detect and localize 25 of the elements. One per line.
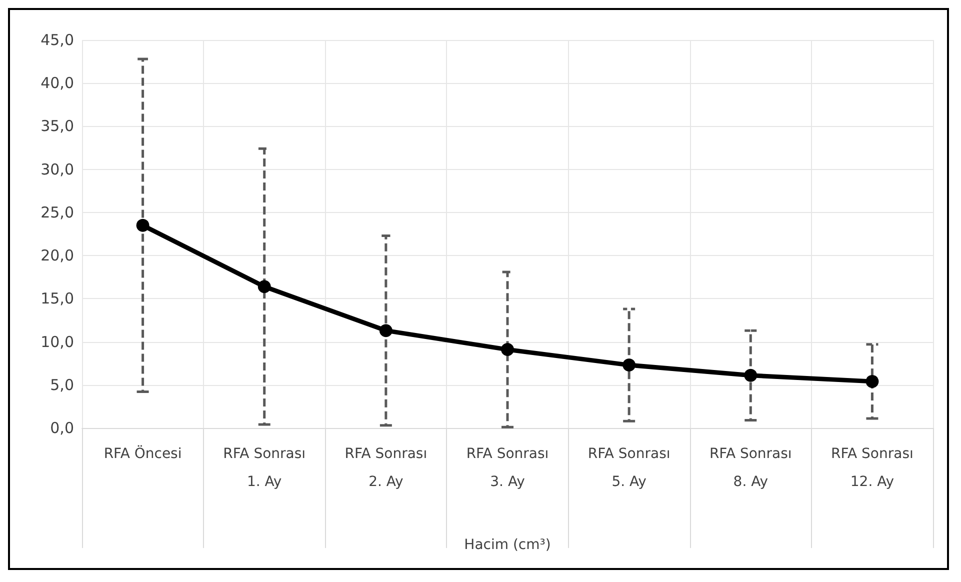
y-tick-label: 45,0 — [40, 31, 74, 49]
point — [866, 374, 879, 388]
point — [744, 368, 758, 382]
x-tick-label: RFA Sonrası 3. Ay — [466, 446, 549, 490]
x-tick-label: RFA Sonrası 1. Ay — [223, 446, 306, 490]
x-tick-label: RFA Sonrası 2. Ay — [344, 446, 428, 490]
point — [501, 343, 514, 356]
y-tick-label: 15,0 — [40, 290, 74, 308]
y-tick-label: 25,0 — [40, 203, 74, 222]
y-tick-label: 30,0 — [40, 160, 74, 178]
point — [258, 280, 271, 294]
x-tick-label: RFA Sonrası 5. Ay — [588, 446, 670, 490]
point — [379, 324, 392, 338]
point — [136, 218, 150, 232]
x-axis-title: Hacim (cm³) — [464, 537, 551, 553]
y-tick-label: 20,0 — [40, 246, 74, 265]
y-tick-label: 5,0 — [50, 376, 74, 394]
point — [622, 358, 636, 372]
y-tick-label: 0,0 — [50, 419, 74, 437]
y-tick-label: 10,0 — [40, 332, 74, 351]
y-tick-label: 40,0 — [40, 74, 74, 92]
x-tick-label: RFA Sonrası 12. Ay — [831, 446, 914, 490]
x-tick-label: RFA Sonrası 8. Ay — [709, 446, 792, 490]
x-tick-label: RFA Öncesi — [104, 445, 182, 462]
y-tick-label: 35,0 — [40, 117, 74, 136]
